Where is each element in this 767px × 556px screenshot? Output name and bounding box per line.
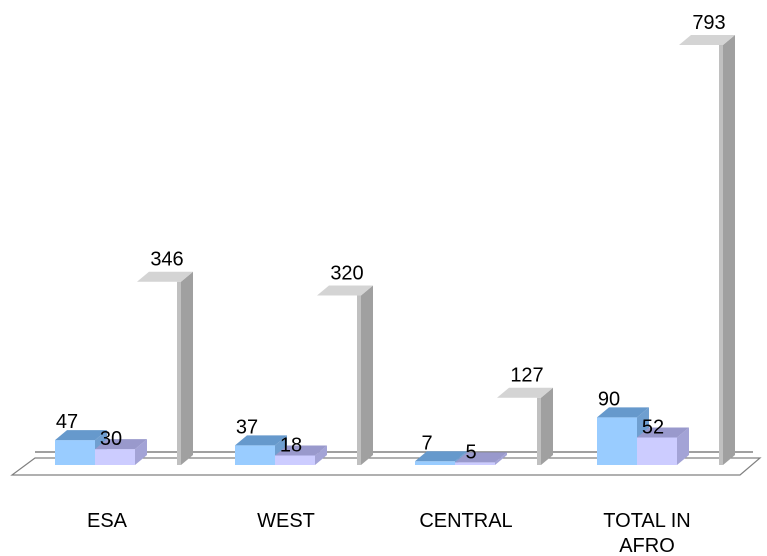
bar-front-face [719, 45, 723, 465]
bar-top-face [455, 452, 507, 463]
bar-2-4 [637, 427, 689, 465]
bar-top-face [497, 387, 553, 398]
bar-front-face [235, 445, 275, 465]
bar-front-face [177, 281, 181, 465]
bar-front-face [357, 295, 361, 465]
bar-top-face [275, 445, 327, 456]
category-label: CENTRAL [419, 510, 512, 532]
bar-top-face [137, 271, 193, 282]
bar-3-3 [497, 387, 553, 465]
bar-3-2 [317, 285, 373, 465]
data-label: 90 [598, 388, 620, 410]
bar-3-4 [679, 35, 735, 465]
bar-side-face [135, 439, 147, 465]
bar-3-1 [137, 271, 193, 465]
bar-front-face [415, 461, 455, 465]
bar-2-1 [95, 439, 147, 465]
bar-top-face [597, 407, 649, 418]
bar-top-face [317, 285, 373, 296]
chart-floor [10, 451, 762, 476]
floor-plane [10, 457, 762, 476]
bar-side-face [181, 271, 193, 465]
data-label: 346 [150, 249, 183, 271]
bar-side-face [677, 427, 689, 465]
category-label: WEST [257, 510, 315, 532]
category-label: TOTAL IN [603, 510, 690, 532]
data-label-group: 47 30 346 37 18 320 7 5 127 90 52 793 [56, 12, 726, 463]
bar-side-face [541, 387, 553, 465]
bar-series-group [55, 35, 735, 465]
bar-front-face [537, 397, 541, 465]
bar-front-face [455, 462, 495, 465]
bar-front-face [55, 440, 95, 465]
bar-side-face [315, 445, 327, 465]
bar-front-face [95, 449, 135, 465]
bar-top-face [235, 435, 287, 446]
data-label: 47 [56, 411, 78, 433]
bar-top-face [55, 430, 107, 441]
bar-side-face [723, 35, 735, 465]
bar-side-face [495, 452, 507, 465]
data-label: 5 [465, 441, 476, 463]
category-label: ESA [87, 510, 128, 532]
bar-front-face [275, 455, 315, 465]
data-label: 37 [236, 416, 258, 438]
category-axis: ESA WEST CENTRAL TOTAL IN AFRO [87, 510, 691, 556]
data-label: 52 [642, 416, 664, 438]
bar-side-face [361, 285, 373, 465]
category-label-line2: AFRO [619, 535, 675, 556]
bar-top-face [679, 35, 735, 45]
bar-front-face [597, 417, 637, 465]
bar-top-face [637, 427, 689, 438]
bar-2-3 [455, 452, 507, 465]
data-label: 793 [692, 12, 725, 34]
data-label: 320 [330, 263, 363, 285]
bar-front-face [637, 437, 677, 465]
data-label: 7 [421, 432, 432, 454]
bar-top-face [95, 439, 147, 450]
bar-top-face [415, 451, 467, 462]
bar-2-2 [275, 445, 327, 465]
data-label: 30 [100, 428, 122, 450]
data-label: 18 [280, 434, 302, 456]
data-label: 127 [510, 365, 543, 387]
